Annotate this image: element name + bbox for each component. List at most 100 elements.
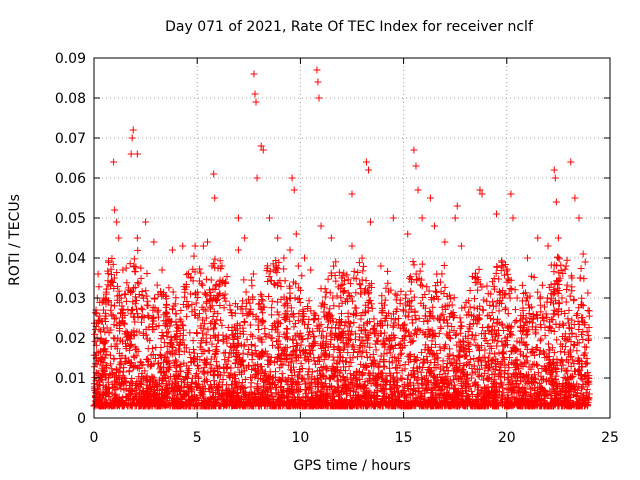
dense-point xyxy=(530,351,538,359)
dense-point xyxy=(511,318,519,326)
dense-point xyxy=(492,330,500,338)
dense-point xyxy=(270,380,278,388)
dense-point xyxy=(202,339,210,347)
dense-point xyxy=(168,343,176,351)
dense-point xyxy=(511,396,519,404)
dense-point xyxy=(206,385,214,393)
dense-point xyxy=(210,260,218,268)
dense-point xyxy=(390,401,398,409)
dense-point xyxy=(138,288,146,296)
dense-point xyxy=(202,331,210,339)
dense-point xyxy=(113,269,121,277)
dense-point xyxy=(172,310,180,318)
dense-point xyxy=(400,336,408,344)
dense-point xyxy=(573,347,581,355)
data-point xyxy=(365,166,373,174)
dense-point xyxy=(265,373,273,381)
dense-point xyxy=(206,401,214,409)
dense-point xyxy=(404,382,412,390)
dense-point xyxy=(546,360,554,368)
dense-point xyxy=(468,331,476,339)
dense-point xyxy=(342,334,350,342)
dense-point xyxy=(552,320,560,328)
dense-point xyxy=(373,382,381,390)
dense-point xyxy=(252,401,260,409)
dense-point xyxy=(131,293,139,301)
dense-point xyxy=(391,316,399,324)
dense-point xyxy=(343,340,351,348)
data-point xyxy=(94,270,102,278)
dense-point xyxy=(381,296,389,304)
dense-point xyxy=(561,265,569,273)
dense-point xyxy=(520,326,528,334)
dense-point xyxy=(407,305,415,313)
dense-point xyxy=(511,286,519,294)
dense-point xyxy=(377,321,385,329)
dense-point xyxy=(516,350,524,358)
dense-point xyxy=(475,265,483,273)
dense-point xyxy=(171,361,179,369)
dense-point xyxy=(538,313,546,321)
dense-point xyxy=(323,392,331,400)
dense-point xyxy=(96,327,104,335)
dense-point xyxy=(190,252,198,260)
dense-point xyxy=(268,311,276,319)
dense-point xyxy=(431,374,439,382)
dense-point xyxy=(275,258,283,266)
dense-point xyxy=(518,297,526,305)
dense-point xyxy=(228,323,236,331)
dense-point xyxy=(497,368,505,376)
dense-point xyxy=(362,330,370,338)
dense-point xyxy=(143,335,151,343)
dense-point xyxy=(524,397,532,405)
dense-point xyxy=(100,345,108,353)
dense-point xyxy=(144,311,152,319)
dense-point xyxy=(518,386,526,394)
dense-point xyxy=(344,349,352,357)
dense-point xyxy=(96,390,104,398)
dense-point xyxy=(131,313,139,321)
dense-point xyxy=(193,329,201,337)
dense-point xyxy=(526,385,534,393)
dense-point xyxy=(559,320,567,328)
dense-point xyxy=(172,294,180,302)
dense-point xyxy=(166,363,174,371)
dense-point xyxy=(229,331,237,339)
dense-point xyxy=(543,294,551,302)
dense-point xyxy=(493,263,501,271)
dense-point xyxy=(408,337,416,345)
dense-point xyxy=(299,374,307,382)
dense-point xyxy=(221,290,229,298)
dense-point xyxy=(171,349,179,357)
dense-point xyxy=(497,267,505,275)
dense-point xyxy=(353,353,361,361)
dense-point xyxy=(294,353,302,361)
dense-point xyxy=(183,369,191,377)
dense-point xyxy=(551,287,559,295)
dense-point xyxy=(430,351,438,359)
dense-point xyxy=(359,383,367,391)
dense-point xyxy=(570,385,578,393)
dense-point xyxy=(328,382,336,390)
dense-point xyxy=(130,255,138,263)
dense-point xyxy=(378,374,386,382)
dense-point xyxy=(578,294,586,302)
dense-data-band xyxy=(90,246,593,410)
dense-point xyxy=(526,292,534,300)
dense-point xyxy=(91,309,99,317)
dense-point xyxy=(352,289,360,297)
dense-point xyxy=(344,327,352,335)
data-point xyxy=(191,242,199,250)
data-point xyxy=(127,150,135,158)
dense-point xyxy=(536,347,544,355)
dense-point xyxy=(268,297,276,305)
dense-point xyxy=(389,390,397,398)
dense-point xyxy=(341,277,349,285)
data-point xyxy=(241,234,249,242)
dense-point xyxy=(213,347,221,355)
dense-point xyxy=(518,315,526,323)
data-point xyxy=(274,234,282,242)
dense-point xyxy=(428,367,436,375)
dense-point xyxy=(547,368,555,376)
dense-point xyxy=(389,323,397,331)
